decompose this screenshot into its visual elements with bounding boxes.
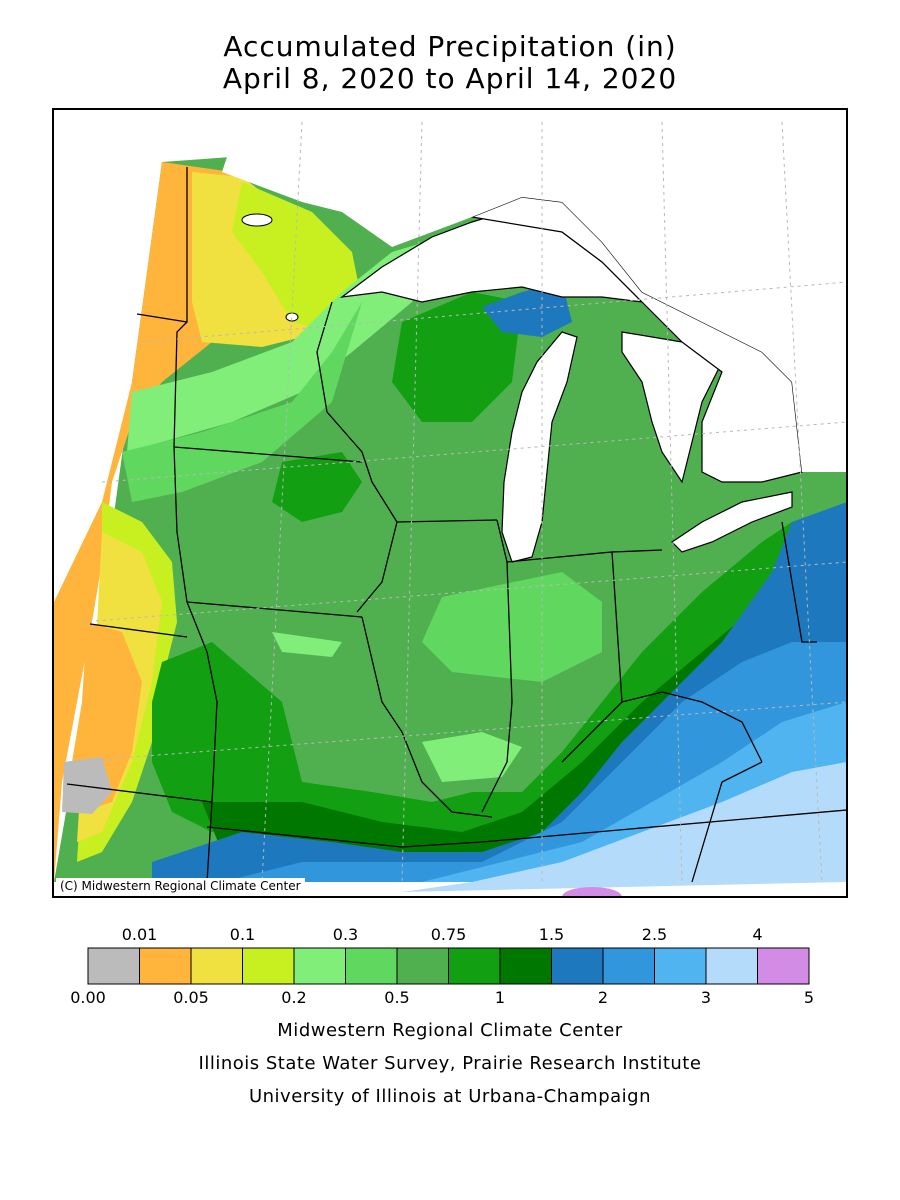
map-title: Accumulated Precipitation (in) xyxy=(223,30,677,63)
credit-isws: Illinois State Water Survey, Prairie Res… xyxy=(198,1053,702,1074)
map-date-range: April 8, 2020 to April 14, 2020 xyxy=(222,62,678,95)
legend-bottom-label: 0.05 xyxy=(173,988,209,1005)
lake-michigan xyxy=(501,331,578,563)
legend-bottom-label: 2 xyxy=(598,988,608,1005)
legend-top-label: 0.75 xyxy=(431,925,467,944)
legend-bottom-label: 3 xyxy=(701,988,711,1005)
lake-red-lakes xyxy=(241,213,273,227)
legend-top-label: 1.5 xyxy=(539,925,564,944)
legend-bin-3 xyxy=(242,947,295,985)
region-purple-spot xyxy=(562,887,622,896)
map-copyright: (C) Midwestern Regional Climate Center xyxy=(56,878,305,894)
legend-bottom-label: 1 xyxy=(495,988,505,1005)
legend-top-label: 0.3 xyxy=(333,925,358,944)
region-missing-gray xyxy=(62,757,112,814)
map-canvas xyxy=(54,112,846,896)
legend-bin-7 xyxy=(448,947,501,985)
region-darkgreen-wi xyxy=(392,292,522,422)
legend-top-label: 0.01 xyxy=(122,925,158,944)
canada-north xyxy=(222,112,846,472)
legend-bin-5 xyxy=(345,947,398,985)
legend-bottom-label: 0.2 xyxy=(281,988,306,1005)
region-darkgreen-mn xyxy=(272,452,362,522)
state-boundaries xyxy=(66,167,846,883)
region-palblue xyxy=(402,762,846,892)
legend-bin-1 xyxy=(139,947,192,985)
lake-erie xyxy=(671,491,793,553)
legend-bottom-labels: 0.00 0.05 0.2 0.5 1 2 3 5 xyxy=(70,988,814,1005)
legend-bin-8 xyxy=(499,947,552,985)
legend-top-label: 2.5 xyxy=(642,925,667,944)
legend-top-label: 4 xyxy=(752,925,762,944)
legend-top-label: 0.1 xyxy=(230,925,255,944)
legend-bottom-label: 5 xyxy=(804,988,814,1005)
legend-bin-13 xyxy=(757,947,810,985)
credit-uiuc: University of Illinois at Urbana-Champai… xyxy=(248,1086,652,1107)
legend-bin-6 xyxy=(396,947,449,985)
graticule xyxy=(66,121,846,883)
legend-bottom-label: 0.5 xyxy=(384,988,409,1005)
legend-color-bar xyxy=(87,947,810,985)
legend-top-labels: 0.01 0.1 0.3 0.75 1.5 2.5 4 xyxy=(122,925,763,944)
legend-bottom-label: 0.00 xyxy=(70,988,106,1005)
legend: 0.01 0.1 0.3 0.75 1.5 2.5 4 0.00 0.05 0.2 0.5 1 2 3 5 xyxy=(70,925,814,1005)
legend-bin-2 xyxy=(190,947,243,985)
precipitation-map: (C) Midwestern Regional Climate Center xyxy=(52,108,848,898)
legend-bin-12 xyxy=(705,947,758,985)
legend-bin-10 xyxy=(602,947,655,985)
legend-bin-11 xyxy=(654,947,707,985)
region-green-mid-west xyxy=(122,302,362,502)
region-lightgreen-center xyxy=(422,572,602,682)
legend-bin-0 xyxy=(87,947,140,985)
legend-bin-9 xyxy=(551,947,604,985)
region-lightgreen-mo xyxy=(272,632,342,657)
credit-mrcc: Midwestern Regional Climate Center xyxy=(277,1020,623,1041)
legend-bin-4 xyxy=(293,947,346,985)
region-lightgreen-il xyxy=(422,732,522,782)
